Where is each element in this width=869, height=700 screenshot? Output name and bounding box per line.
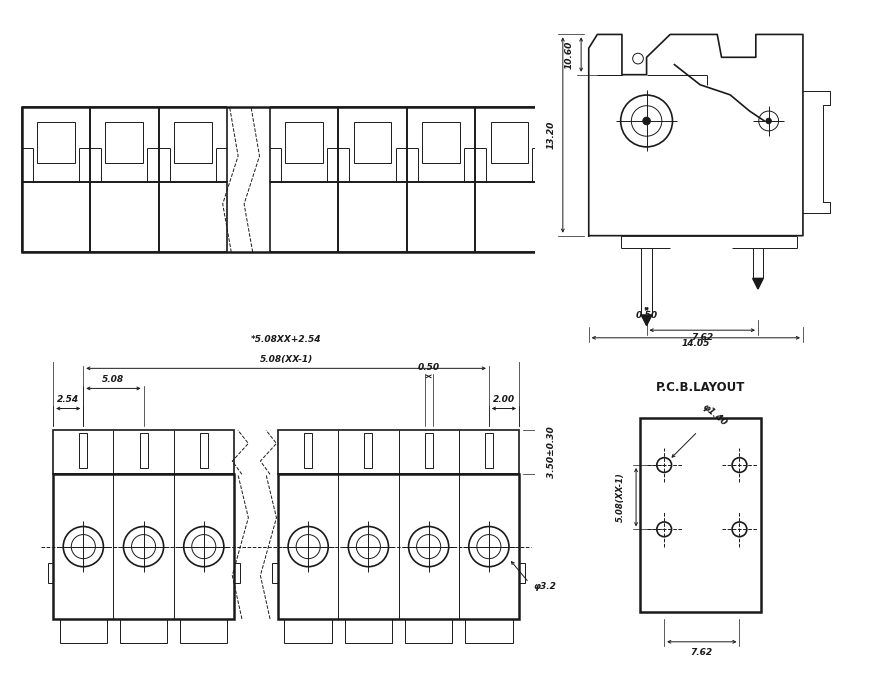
Bar [353, 122, 391, 163]
Bar [490, 122, 527, 163]
Bar [53, 475, 234, 619]
Bar [284, 619, 331, 643]
Text: 5.08(XX-1): 5.08(XX-1) [614, 473, 624, 522]
Bar [158, 182, 227, 252]
Bar [139, 433, 148, 468]
Text: 7.62: 7.62 [690, 648, 712, 657]
Text: 0.50: 0.50 [417, 363, 439, 372]
Text: 10.60: 10.60 [564, 41, 573, 69]
Bar [278, 430, 519, 475]
Bar [174, 122, 211, 163]
Bar [364, 433, 372, 468]
Text: 0.50: 0.50 [634, 311, 657, 319]
Bar [79, 433, 87, 468]
Bar [421, 122, 459, 163]
Bar [37, 122, 75, 163]
Bar [105, 122, 143, 163]
Bar [48, 563, 53, 583]
Bar [484, 433, 493, 468]
Text: 2.54: 2.54 [57, 395, 79, 405]
Bar [269, 182, 338, 252]
Circle shape [765, 118, 771, 124]
Bar [640, 418, 760, 612]
Text: φ1.40: φ1.40 [700, 402, 727, 428]
Bar [53, 430, 234, 475]
Bar [338, 182, 406, 252]
Bar [285, 122, 322, 163]
Bar [519, 563, 524, 583]
Bar [278, 475, 519, 619]
Bar [22, 182, 90, 252]
Text: P.C.B.LAYOUT: P.C.B.LAYOUT [655, 381, 744, 394]
Bar [90, 182, 158, 252]
Text: 14.05: 14.05 [681, 340, 709, 349]
Bar [406, 182, 474, 252]
Polygon shape [640, 315, 651, 326]
Text: 2.00: 2.00 [493, 395, 514, 405]
Bar [344, 619, 392, 643]
Bar [200, 433, 208, 468]
Text: 5.08: 5.08 [103, 375, 124, 384]
Bar [180, 619, 227, 643]
Bar [272, 563, 278, 583]
Text: 7.62: 7.62 [690, 333, 713, 342]
Bar [304, 433, 312, 468]
Polygon shape [588, 34, 802, 236]
Bar [60, 619, 107, 643]
Text: φ3.2: φ3.2 [533, 582, 555, 592]
Bar [474, 182, 543, 252]
Text: 5.08(XX-1): 5.08(XX-1) [259, 356, 312, 364]
Bar [404, 619, 452, 643]
Bar [120, 619, 167, 643]
Text: 13.20: 13.20 [546, 121, 554, 149]
Bar [424, 433, 432, 468]
Bar [234, 563, 239, 583]
Bar [465, 619, 512, 643]
Text: 3.50±0.30: 3.50±0.30 [547, 426, 555, 478]
Circle shape [642, 117, 650, 125]
Bar [22, 106, 543, 252]
Text: *5.08XX+2.54: *5.08XX+2.54 [250, 335, 321, 344]
Polygon shape [752, 279, 762, 289]
